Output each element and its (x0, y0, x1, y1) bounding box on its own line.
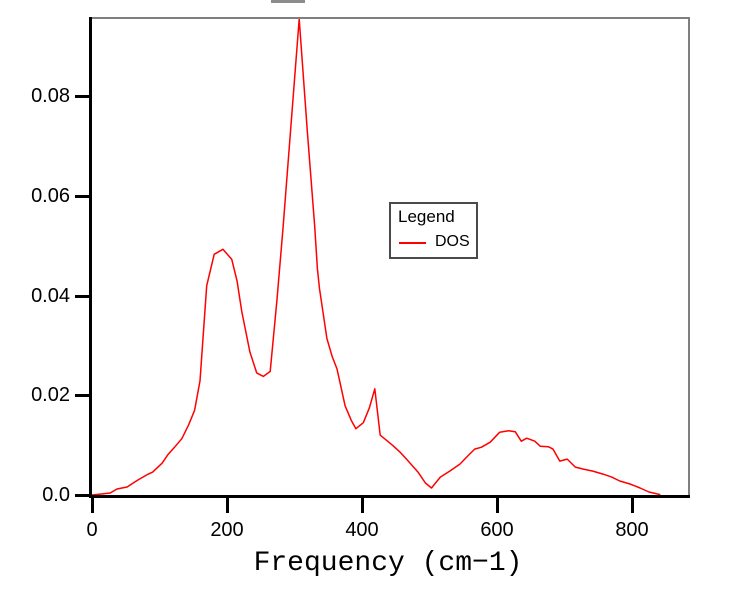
y-axis-line (89, 17, 92, 498)
plot-frame-right (688, 17, 690, 498)
y-tick (75, 394, 89, 397)
x-axis-line (89, 495, 690, 498)
x-tick (226, 498, 229, 513)
y-tick (75, 95, 89, 98)
x-tick (631, 498, 634, 513)
plot-area (92, 19, 661, 495)
x-tick-label: 600 (480, 519, 514, 541)
legend[interactable]: Legend DOS (389, 202, 478, 259)
y-tick-label: 0.06 (31, 185, 70, 207)
y-tick (75, 494, 89, 497)
y-tick-label: 0.02 (31, 384, 70, 406)
legend-title: Legend (398, 207, 455, 226)
y-tick (75, 195, 89, 198)
y-tick-label: 0.0 (42, 484, 70, 506)
y-tick (75, 295, 89, 298)
y-tick-label: 0.08 (31, 85, 70, 107)
legend-line-swatch (399, 242, 426, 244)
plot-frame-top (89, 17, 690, 19)
cropped-top-element (271, 0, 305, 3)
x-tick-label: 800 (615, 519, 649, 541)
x-tick-label: 0 (86, 519, 98, 541)
x-tick-label: 200 (210, 519, 244, 541)
legend-entry-label: DOS (435, 233, 470, 250)
x-tick (496, 498, 499, 513)
x-axis-title: Frequency (cm−1) (253, 548, 523, 579)
y-tick-label: 0.04 (31, 285, 70, 307)
x-tick (361, 498, 364, 513)
x-tick-label: 400 (345, 519, 379, 541)
dos-curve (92, 19, 661, 495)
x-tick (91, 498, 94, 513)
